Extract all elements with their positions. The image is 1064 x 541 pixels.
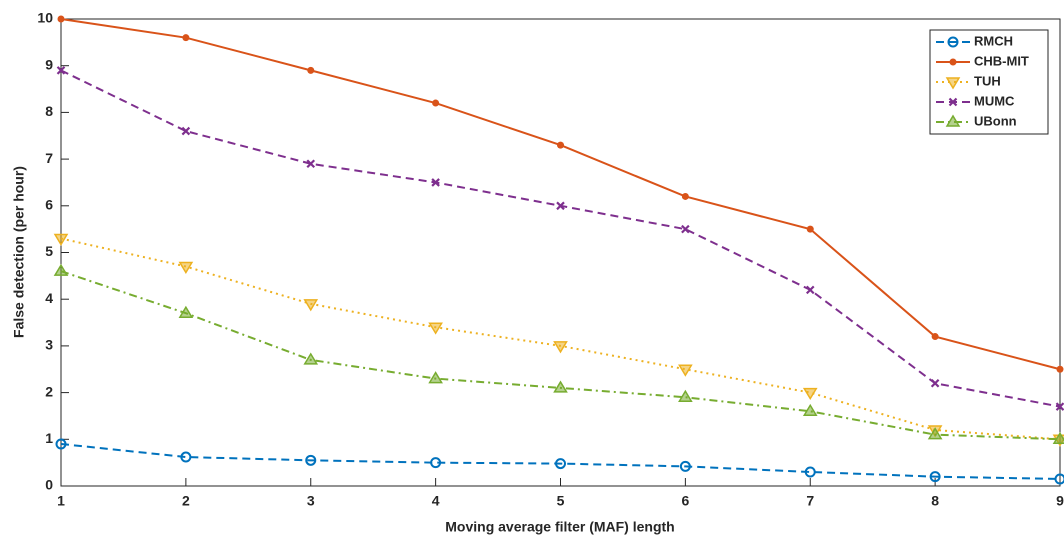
y-axis-label: False detection (per hour) bbox=[11, 166, 27, 338]
marker bbox=[927, 427, 943, 440]
marker bbox=[428, 322, 443, 335]
marker bbox=[806, 225, 814, 233]
marker bbox=[431, 178, 440, 187]
x-tick-label: 3 bbox=[307, 493, 315, 509]
x-tick-label: 4 bbox=[432, 493, 440, 509]
legend-label: CHB-MIT bbox=[974, 53, 1029, 68]
marker bbox=[303, 352, 319, 365]
marker bbox=[56, 66, 66, 75]
x-axis-label: Moving average filter (MAF) length bbox=[445, 519, 674, 535]
y-tick-label: 3 bbox=[45, 337, 53, 353]
x-tick-label: 9 bbox=[1056, 493, 1064, 509]
series-line bbox=[60, 18, 1061, 371]
marker bbox=[55, 438, 67, 450]
marker bbox=[178, 261, 194, 274]
y-tick-label: 2 bbox=[45, 383, 53, 399]
marker bbox=[307, 66, 315, 74]
legend-label: UBonn bbox=[974, 113, 1017, 128]
marker bbox=[947, 36, 959, 48]
marker bbox=[678, 364, 693, 377]
y-tick-label: 5 bbox=[45, 243, 53, 259]
series-line bbox=[60, 69, 1061, 408]
plot-frame bbox=[60, 18, 1061, 487]
marker bbox=[949, 58, 957, 66]
marker bbox=[306, 159, 316, 169]
marker bbox=[681, 224, 690, 234]
legend-label: MUMC bbox=[974, 93, 1015, 108]
marker bbox=[555, 458, 566, 470]
series-line bbox=[60, 237, 1061, 441]
y-tick-label: 4 bbox=[45, 290, 53, 306]
y-tick-label: 1 bbox=[45, 430, 53, 446]
y-tick-label: 7 bbox=[45, 150, 53, 166]
marker bbox=[181, 126, 191, 136]
marker bbox=[57, 15, 65, 23]
marker bbox=[178, 305, 194, 318]
x-tick-label: 1 bbox=[57, 493, 65, 509]
marker bbox=[805, 285, 815, 295]
series-line bbox=[60, 442, 1061, 480]
x-tick-label: 6 bbox=[681, 493, 689, 509]
legend-label: TUH bbox=[974, 73, 1001, 88]
marker bbox=[556, 201, 565, 211]
marker bbox=[802, 387, 818, 401]
marker bbox=[432, 99, 440, 107]
marker bbox=[929, 471, 941, 483]
legend: RMCH CHB-MIT TUH MUMC UBonn bbox=[929, 29, 1049, 135]
marker bbox=[1056, 365, 1064, 373]
y-tick-label: 6 bbox=[45, 197, 53, 213]
marker bbox=[1055, 402, 1064, 411]
marker bbox=[804, 466, 816, 478]
marker bbox=[948, 97, 958, 107]
marker bbox=[53, 263, 69, 276]
marker bbox=[428, 371, 443, 384]
marker bbox=[182, 34, 190, 42]
legend-label: RMCH bbox=[974, 33, 1013, 48]
x-tick-label: 8 bbox=[931, 493, 939, 509]
x-tick-label: 7 bbox=[806, 493, 814, 509]
y-tick-label: 0 bbox=[45, 477, 53, 493]
marker bbox=[930, 378, 940, 388]
y-tick-label: 10 bbox=[37, 10, 53, 26]
marker bbox=[557, 141, 564, 149]
marker bbox=[678, 389, 693, 403]
marker bbox=[802, 403, 818, 417]
marker bbox=[430, 457, 442, 469]
marker bbox=[53, 233, 69, 246]
marker bbox=[1054, 473, 1064, 485]
marker bbox=[681, 192, 689, 200]
y-tick-label: 9 bbox=[45, 56, 53, 72]
marker bbox=[303, 299, 319, 312]
marker bbox=[553, 341, 568, 354]
marker bbox=[553, 380, 568, 393]
marker bbox=[945, 77, 961, 90]
x-tick-label: 2 bbox=[182, 493, 190, 509]
marker bbox=[305, 454, 317, 466]
x-tick-label: 5 bbox=[557, 493, 565, 509]
marker bbox=[180, 451, 192, 463]
marker bbox=[931, 333, 939, 341]
marker bbox=[1052, 431, 1064, 445]
marker bbox=[945, 114, 961, 127]
y-tick-label: 8 bbox=[45, 103, 53, 119]
series-line bbox=[60, 270, 1061, 441]
marker bbox=[679, 460, 691, 472]
